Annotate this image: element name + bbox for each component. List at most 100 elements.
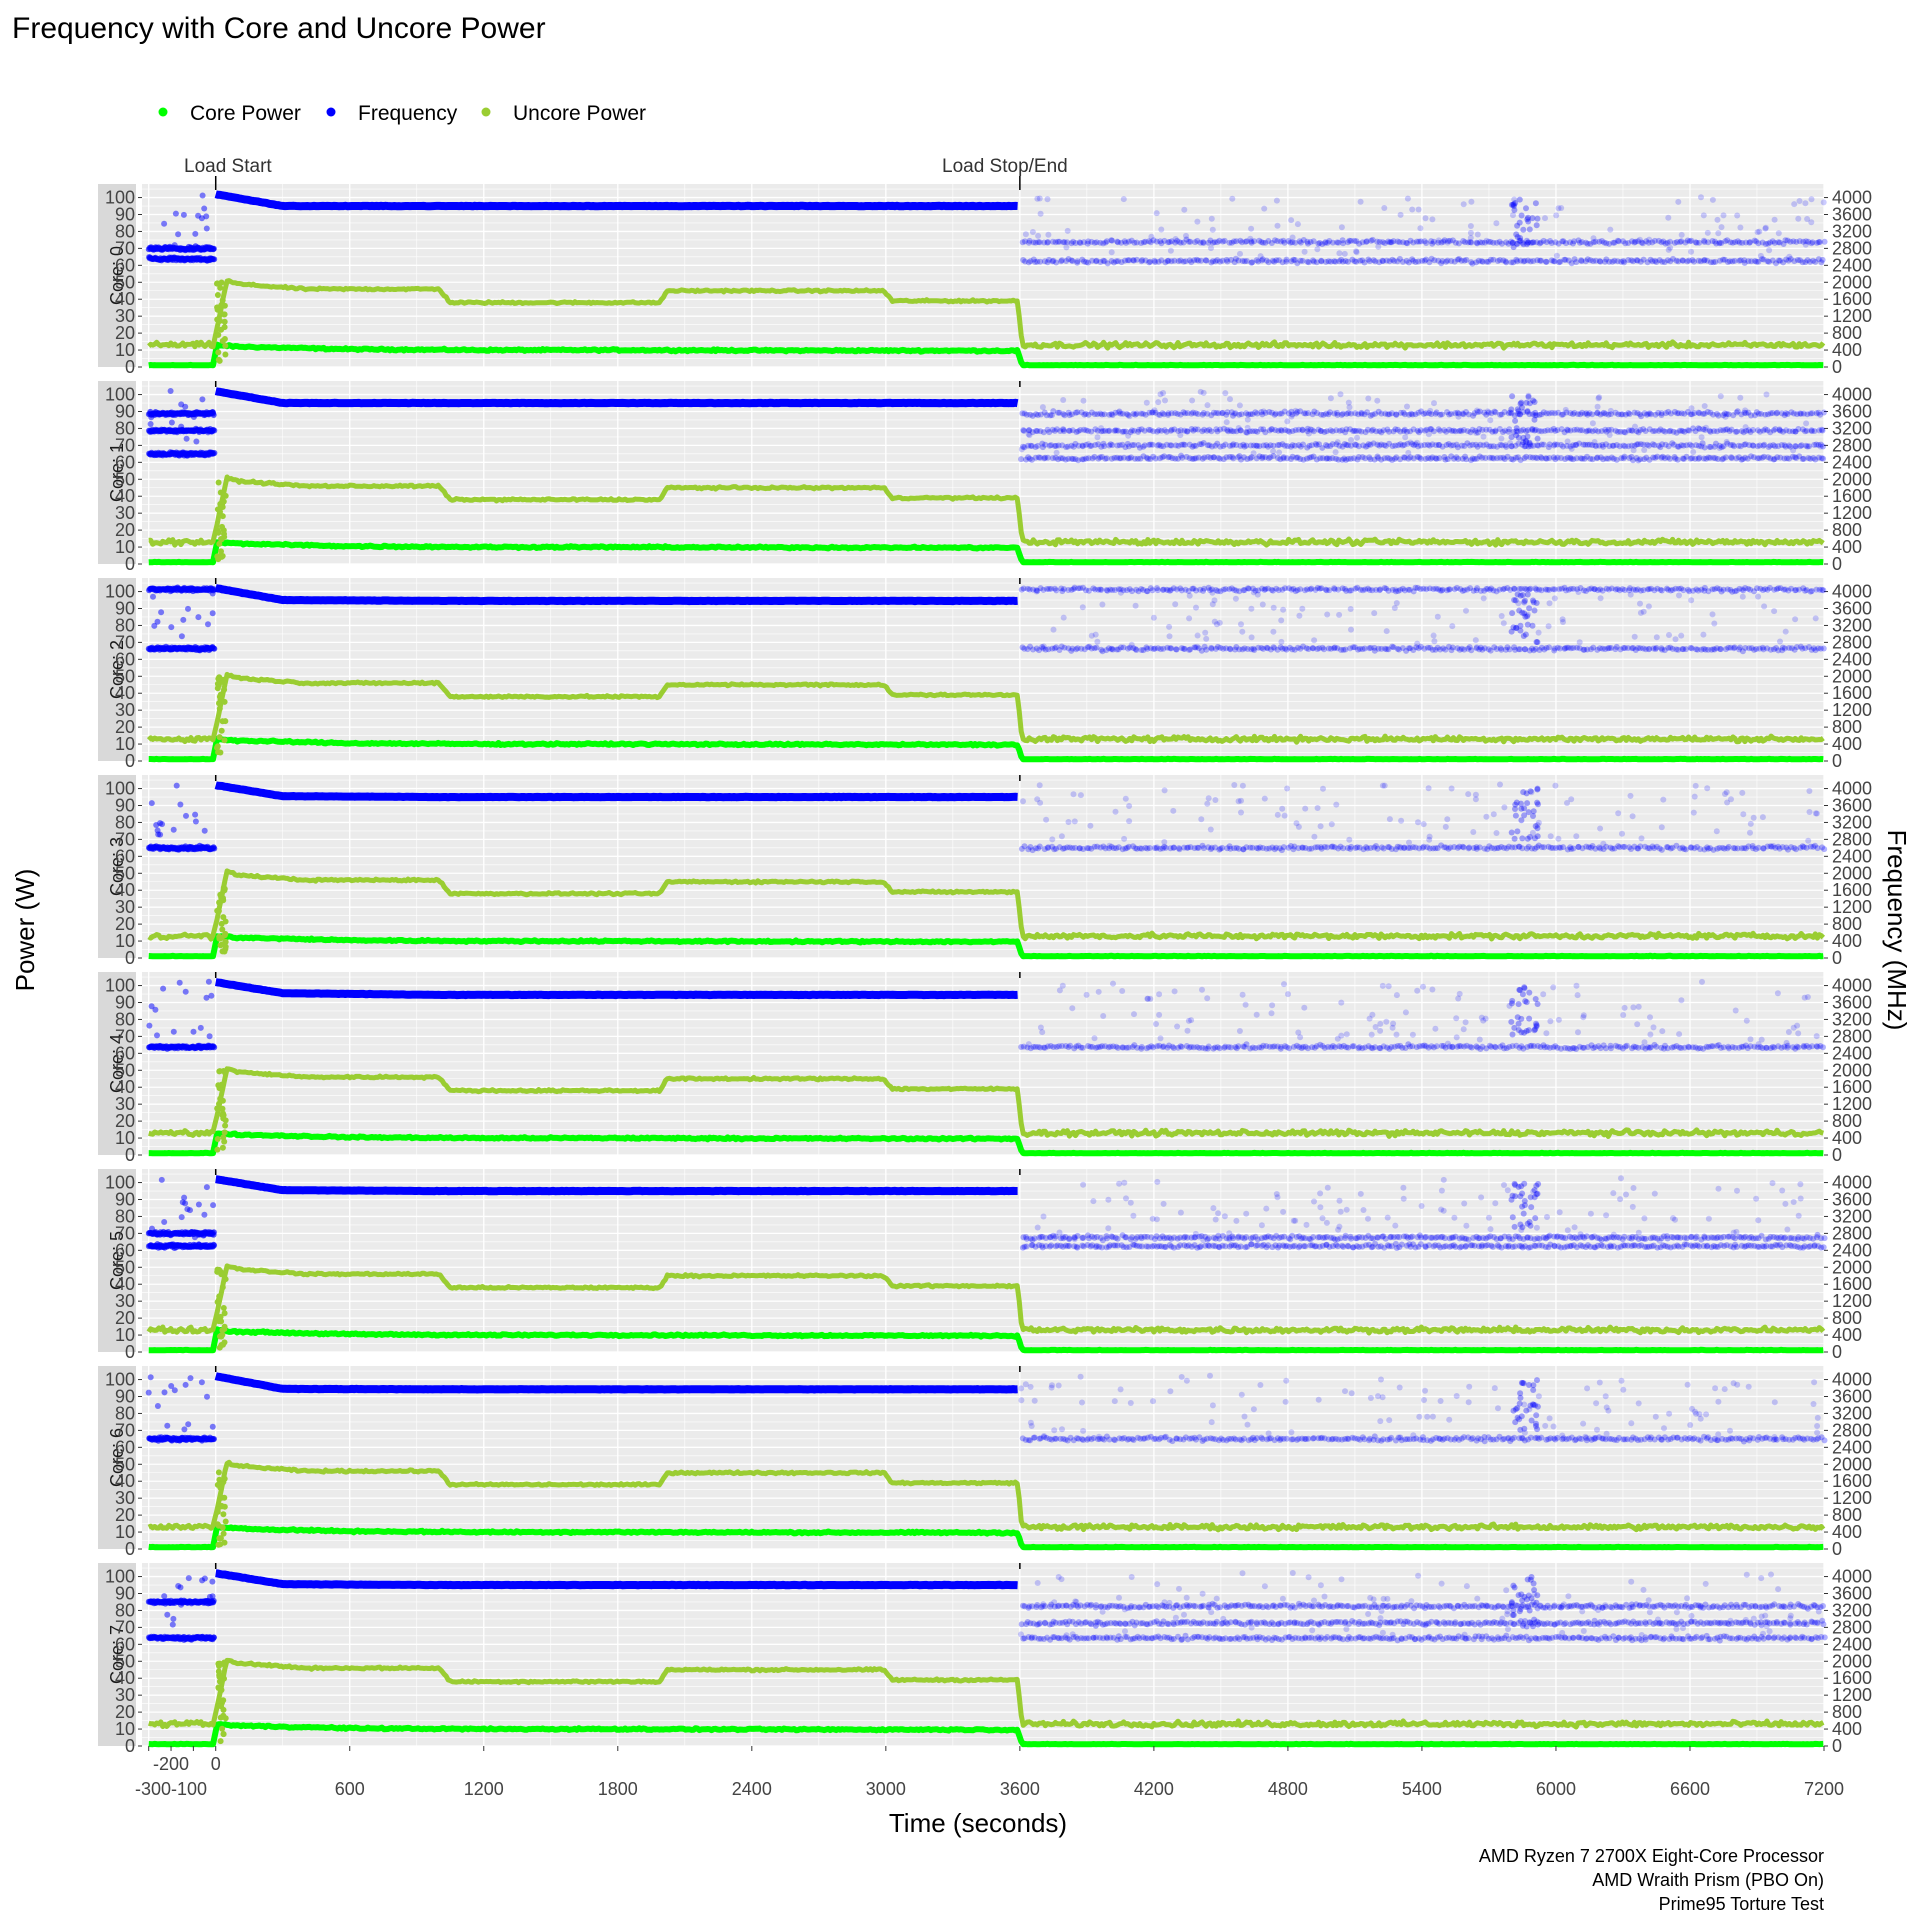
frequency-point — [1645, 646, 1652, 653]
frequency-point — [199, 192, 206, 199]
frequency-point — [1098, 428, 1105, 435]
frequency-point — [1157, 455, 1163, 462]
series-frequency-idle — [145, 192, 1828, 267]
frequency-point — [1741, 257, 1748, 264]
frequency-point — [1149, 441, 1156, 448]
frequency-point — [1483, 813, 1490, 820]
frequency-point — [1777, 638, 1783, 645]
frequency-point — [1534, 257, 1541, 264]
y-tick-label: 30 — [115, 306, 135, 326]
frequency-point — [1637, 609, 1644, 616]
frequency-point — [1192, 239, 1199, 246]
frequency-point — [1426, 836, 1433, 843]
frequency-point — [1064, 227, 1071, 234]
frequency-point — [1318, 258, 1325, 265]
frequency-point — [1421, 257, 1428, 264]
frequency-point — [1759, 256, 1766, 262]
frequency-point — [1621, 259, 1628, 266]
frequency-point — [1509, 610, 1516, 617]
frequency-point — [1449, 623, 1456, 630]
frequency-point — [168, 624, 175, 631]
frequency-point — [1108, 237, 1115, 244]
frequency-point — [1138, 258, 1145, 265]
frequency-point — [1790, 447, 1797, 454]
frequency-point — [1441, 237, 1448, 244]
frequency-point — [1094, 411, 1101, 418]
frequency-point — [1722, 238, 1729, 245]
frequency-point — [1711, 620, 1718, 627]
frequency-point — [1561, 256, 1568, 263]
frequency-point — [1423, 240, 1430, 246]
frequency-point — [1532, 409, 1539, 416]
frequency-point — [1513, 425, 1520, 432]
frequency-point — [1158, 226, 1165, 233]
frequency-point — [1247, 235, 1254, 242]
frequency-point — [1185, 238, 1192, 245]
uncore-ramp-point — [222, 342, 229, 349]
frequency-point — [1258, 257, 1265, 264]
frequency-point — [1507, 440, 1514, 446]
frequency-point — [1777, 257, 1784, 264]
frequency-point — [1451, 258, 1458, 265]
frequency-point — [1548, 240, 1555, 246]
frequency-point — [1709, 238, 1716, 244]
frequency-point — [1734, 212, 1741, 219]
frequency-point — [1035, 232, 1042, 239]
frequency-point — [1447, 237, 1453, 244]
frequency-point — [1396, 255, 1403, 262]
frequency-point — [1235, 798, 1242, 805]
frequency-point — [1149, 409, 1156, 416]
y-tick-label: 100 — [105, 976, 135, 996]
frequency-point — [1153, 210, 1160, 217]
frequency-point — [206, 1033, 213, 1040]
frequency-point — [1463, 256, 1470, 263]
frequency-point — [1803, 238, 1809, 245]
frequency-point — [1568, 445, 1575, 452]
y2-tick-label: 0 — [1832, 554, 1842, 574]
frequency-point — [1111, 454, 1118, 461]
frequency-point — [1309, 427, 1316, 433]
panel-background — [142, 578, 1824, 761]
frequency-point — [1077, 240, 1084, 246]
frequency-point — [1783, 256, 1790, 263]
frequency-point — [1147, 258, 1154, 265]
frequency-point — [1713, 240, 1720, 247]
frequency-point — [1598, 238, 1605, 244]
frequency-point — [1027, 411, 1034, 418]
frequency-point — [1025, 427, 1032, 434]
frequency-point — [1428, 238, 1435, 245]
frequency-point — [1472, 637, 1479, 644]
frequency-point — [1197, 239, 1204, 246]
frequency-point — [1172, 236, 1179, 242]
frequency-point — [1809, 239, 1816, 246]
y2-tick-label: 400 — [1832, 340, 1862, 360]
y2-tick-label: 2800 — [1832, 238, 1872, 258]
frequency-point — [1329, 239, 1336, 246]
frequency-point — [183, 812, 189, 819]
frequency-point — [1692, 782, 1699, 789]
frequency-point — [1128, 427, 1135, 434]
frequency-point — [1739, 789, 1746, 796]
frequency-point — [1200, 239, 1207, 246]
frequency-point — [1278, 638, 1285, 645]
frequency-point — [1690, 809, 1697, 816]
frequency-point — [1165, 411, 1172, 418]
frequency-point — [1425, 785, 1432, 792]
frequency-point — [1646, 236, 1653, 243]
frequency-point — [1324, 239, 1331, 246]
frequency-point — [1695, 257, 1702, 264]
frequency-point — [1357, 257, 1364, 264]
frequency-point — [1575, 589, 1582, 595]
frequency-point — [1040, 429, 1047, 436]
frequency-point — [1508, 259, 1515, 266]
frequency-point — [197, 1024, 204, 1031]
frequency-point — [1287, 239, 1294, 246]
frequency-point — [1718, 224, 1725, 231]
frequency-point — [1050, 408, 1057, 415]
frequency-point — [1052, 239, 1059, 246]
frequency-point — [1294, 260, 1301, 267]
frequency-point — [1819, 427, 1826, 434]
frequency-point — [1480, 433, 1487, 440]
frequency-point — [1048, 442, 1055, 449]
frequency-point — [1525, 239, 1532, 246]
